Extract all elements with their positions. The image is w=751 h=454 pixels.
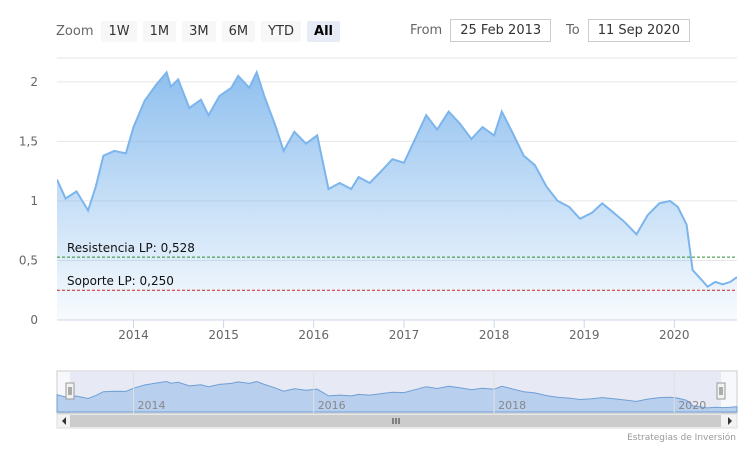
annotation-label: Soporte LP: 0,250 bbox=[67, 274, 174, 288]
zoom-bar: Zoom 1W 1M 3M 6M YTD All bbox=[56, 19, 340, 43]
x-tick-label: 2018 bbox=[479, 328, 510, 342]
scroll-left-arrow-icon[interactable] bbox=[62, 417, 66, 425]
navigator-tick-label: 2014 bbox=[138, 399, 166, 412]
x-tick-label: 2017 bbox=[389, 328, 420, 342]
to-label: To bbox=[566, 23, 580, 38]
annotations: Resistencia LP: 0,528 Soporte LP: 0,250 bbox=[57, 241, 737, 291]
zoom-button-1m[interactable]: 1M bbox=[142, 20, 177, 42]
to-date-input[interactable]: 11 Sep 2020 bbox=[587, 19, 691, 42]
from-date-input[interactable]: 25 Feb 2013 bbox=[450, 19, 552, 42]
navigator-tick-label: 2020 bbox=[678, 399, 706, 412]
annotation-label: Resistencia LP: 0,528 bbox=[67, 241, 195, 255]
y-axis: 0 0,5 1 1,5 2 bbox=[19, 75, 38, 327]
navigator-area bbox=[56, 380, 738, 413]
navigator-handle-right[interactable] bbox=[716, 382, 726, 400]
navigator-tick-label: 2018 bbox=[498, 399, 526, 412]
scroll-right-arrow-icon[interactable] bbox=[728, 417, 732, 425]
from-label: From bbox=[410, 23, 443, 38]
range-from: From 25 Feb 2013 bbox=[410, 19, 552, 42]
x-tick-label: 2015 bbox=[208, 328, 239, 342]
zoom-label: Zoom bbox=[56, 23, 94, 39]
credit-text: Estrategias de Inversión bbox=[627, 433, 736, 443]
navigator-ticks: 2014 2016 2018 2020 bbox=[133, 371, 706, 413]
x-tick-label: 2014 bbox=[118, 328, 149, 342]
price-area bbox=[57, 72, 737, 320]
scrollbar[interactable] bbox=[56, 413, 738, 429]
navigator-handle-left[interactable] bbox=[65, 382, 75, 400]
y-tick-label: 1,5 bbox=[19, 134, 38, 148]
x-axis: 2014 2015 2016 2017 2018 2019 2020 bbox=[57, 319, 737, 342]
price-line bbox=[57, 69, 737, 288]
range-to: To 11 Sep 2020 bbox=[566, 19, 691, 42]
y-tick-label: 1 bbox=[30, 194, 38, 208]
navigator: 2014 2016 2018 2020 bbox=[56, 370, 738, 414]
y-tick-label: 0,5 bbox=[19, 253, 38, 267]
zoom-button-3m[interactable]: 3M bbox=[182, 20, 216, 42]
y-tick-label: 0 bbox=[30, 313, 38, 327]
scroll-grip-icon bbox=[392, 418, 400, 424]
zoom-button-all[interactable]: All bbox=[307, 20, 340, 42]
x-tick-label: 2020 bbox=[659, 328, 690, 342]
zoom-button-6m[interactable]: 6M bbox=[221, 20, 256, 42]
navigator-tick-label: 2016 bbox=[318, 399, 346, 412]
y-tick-label: 2 bbox=[30, 75, 38, 89]
x-tick-label: 2019 bbox=[569, 328, 600, 342]
zoom-button-ytd[interactable]: YTD bbox=[261, 20, 302, 42]
x-tick-label: 2016 bbox=[298, 328, 329, 342]
zoom-button-1w[interactable]: 1W bbox=[101, 20, 137, 42]
